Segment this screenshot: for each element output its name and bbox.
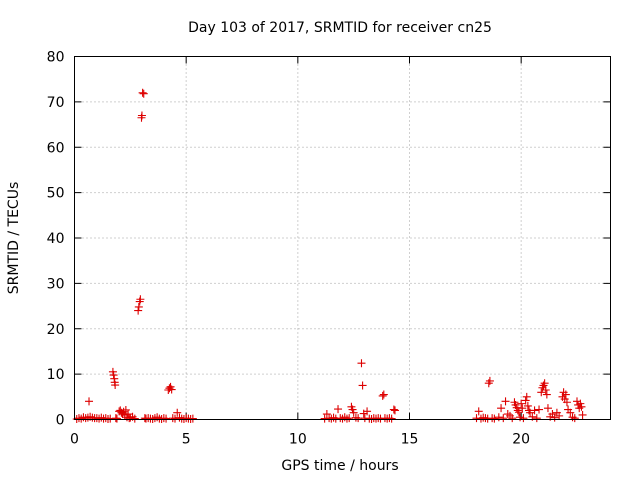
y-tick-label: 40: [47, 231, 65, 247]
data-point: [535, 405, 544, 414]
data-point: [345, 414, 354, 423]
data-point: [121, 405, 130, 414]
data-point: [379, 390, 388, 399]
data-point: [577, 402, 586, 411]
data-point: [130, 414, 139, 423]
data-point: [522, 392, 531, 401]
data-point: [541, 386, 550, 395]
data-point: [322, 410, 331, 419]
data-point: [516, 413, 525, 422]
data-point: [523, 401, 532, 410]
data-point: [153, 413, 162, 422]
y-tick-label: 70: [47, 95, 65, 111]
data-point: [173, 408, 182, 417]
plot-frame: [74, 56, 611, 420]
data-point: [490, 414, 499, 423]
y-tick-label: 20: [47, 322, 65, 338]
data-point: [138, 88, 147, 97]
grid: [74, 56, 611, 420]
data-point: [570, 414, 579, 423]
data-point: [540, 379, 549, 388]
data-point: [85, 397, 94, 406]
data-point: [501, 397, 510, 406]
data-point: [136, 295, 145, 304]
data-point: [526, 408, 535, 417]
data-point: [508, 414, 517, 423]
data-point: [109, 371, 118, 380]
y-tick-label: 0: [56, 413, 65, 429]
x-tick-label: 0: [70, 432, 79, 448]
data-point: [111, 381, 120, 390]
axis-tick-labels: 0 5 10 15 20 0 10 20 30 40 50 60 70 80: [47, 50, 530, 448]
data-point: [561, 390, 570, 399]
data-point: [390, 406, 399, 415]
data-point: [474, 407, 483, 416]
data-point: [167, 385, 176, 394]
data-point: [519, 414, 528, 423]
data-point: [137, 111, 146, 120]
x-tick-label: 5: [182, 432, 191, 448]
y-tick-label: 60: [47, 140, 65, 156]
data-point: [543, 404, 552, 413]
data-point: [542, 390, 551, 399]
data-point: [378, 391, 387, 400]
x-tick-label: 20: [512, 432, 530, 448]
data-point: [555, 411, 564, 420]
y-axis-label: SRMTID / TECUs: [6, 182, 22, 295]
data-point: [165, 384, 174, 393]
data-point: [358, 381, 367, 390]
data-point: [334, 405, 343, 414]
y-tick-label: 80: [47, 50, 65, 66]
x-axis-label: GPS time / hours: [281, 458, 398, 474]
data-point: [568, 413, 577, 422]
data-point: [550, 413, 559, 422]
data-point: [387, 414, 396, 423]
data-point: [389, 405, 398, 414]
data-point: [357, 359, 366, 368]
data-point: [514, 408, 523, 417]
data-point: [537, 388, 546, 397]
data-point: [518, 404, 527, 413]
data-point: [112, 414, 121, 423]
data-point: [139, 89, 148, 98]
data-point: [134, 302, 143, 311]
data-point: [521, 396, 530, 405]
y-tick-label: 10: [47, 367, 65, 383]
data-point: [363, 407, 372, 416]
data-point: [340, 413, 349, 422]
data-point: [530, 406, 539, 415]
data-point: [566, 408, 575, 417]
data-point: [562, 398, 571, 407]
data-point: [349, 408, 358, 417]
data-point: [532, 414, 541, 423]
data-point: [134, 306, 143, 315]
data-point: [188, 414, 197, 423]
x-tick-label: 15: [401, 432, 419, 448]
data-point: [494, 413, 503, 422]
x-tick-label: 10: [289, 432, 307, 448]
data-point: [354, 414, 363, 423]
data-point: [513, 406, 522, 415]
data-point: [503, 410, 512, 419]
chart-title: Day 103 of 2017, SRMTID for receiver cn2…: [188, 20, 492, 36]
data-point: [497, 404, 506, 413]
data-point: [499, 414, 508, 423]
data-point: [485, 376, 494, 385]
data-point: [517, 399, 526, 408]
y-tick-label: 50: [47, 186, 65, 202]
data-point: [171, 414, 179, 423]
data-points: [72, 88, 587, 424]
y-tick-label: 30: [47, 276, 65, 292]
data-point: [578, 410, 587, 419]
data-point: [162, 414, 171, 423]
